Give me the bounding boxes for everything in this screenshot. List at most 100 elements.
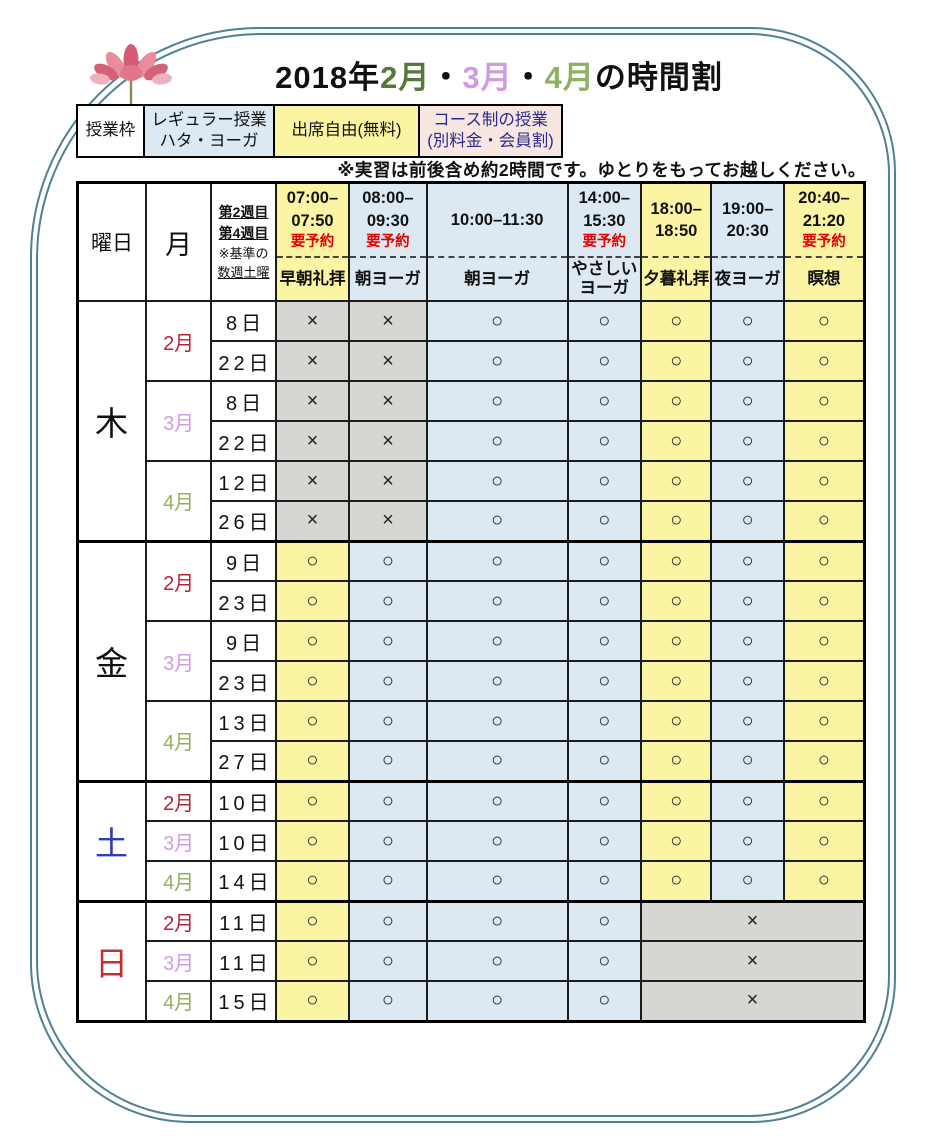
slot-open-cell: ○ (274, 860, 351, 902)
slot-closed-cell: × (348, 420, 428, 462)
day-cell: 木 (76, 300, 147, 542)
timeslot-wrap: 18:00– 18:50 夕暮礼拝 (642, 184, 711, 300)
decorative-frame (30, 27, 896, 1123)
slot-open-cell: ○ (425, 820, 569, 862)
slot-open-cell: ○ (782, 580, 866, 622)
month-cell: 3月 (144, 820, 213, 862)
month-cell: 2月 (144, 779, 213, 822)
slot-open-cell: ○ (710, 340, 785, 382)
timeslot-time: 07:00– 07:50 要予約 (277, 184, 348, 256)
slot-open-cell: ○ (348, 620, 428, 662)
slot-open-cell: ○ (274, 580, 351, 622)
slot-open-cell: ○ (348, 899, 428, 942)
date-cell: 12日 (210, 460, 277, 502)
date-cell: 23日 (210, 580, 277, 622)
date-cell: 26日 (210, 500, 277, 542)
date-cell: 10日 (210, 779, 277, 822)
timeslot-time: 10:00–11:30 (450, 210, 544, 229)
slot-closed-cell: × (348, 380, 428, 422)
week-note-line: ※基準の (218, 245, 269, 261)
slot-open-cell: ○ (425, 980, 569, 1022)
month-cell: 2月 (144, 899, 213, 942)
date-cell: 9日 (210, 620, 277, 662)
date-cell: 14日 (210, 860, 277, 902)
timeslot-name: 夜ヨーガ (712, 256, 783, 300)
month-cell: 3月 (144, 380, 213, 462)
date-cell: 11日 (210, 940, 277, 982)
slot-open-cell: ○ (640, 539, 713, 582)
date-cell: 8日 (210, 300, 277, 342)
legend-item: コース制の授業 (別料金・会員割) (420, 106, 561, 156)
title-part: 4月 (544, 60, 595, 95)
slot-open-cell: ○ (425, 300, 569, 342)
slot-open-cell: ○ (782, 300, 866, 342)
header-week-note: 第2週目 第4週目 ※基準の 数週土曜 (210, 181, 277, 302)
slot-open-cell: ○ (566, 380, 643, 422)
date-cell: 11日 (210, 899, 277, 942)
slot-open-cell: ○ (640, 779, 713, 822)
slot-open-cell: ○ (425, 539, 569, 582)
slot-open-cell: ○ (425, 899, 569, 942)
slot-closed-cell: × (274, 340, 351, 382)
slot-open-cell: ○ (425, 740, 569, 782)
slot-open-cell: ○ (782, 340, 866, 382)
schedule-body: 木 2月 8日 × × ○ ○ ○ ○ ○ 22日 × × ○ ○ ○ ○ ○ 3月 8日 × × ○ ○ ○ ○ ○ 22日 × × ○ ○… (76, 300, 866, 1022)
slot-open-cell: ○ (274, 620, 351, 662)
month-cell: 4月 (144, 460, 213, 542)
header-day: 曜日 (76, 181, 147, 302)
slot-open-cell: ○ (348, 539, 428, 582)
header-timeslot: 10:00–11:30 朝ヨーガ (425, 181, 569, 302)
timeslot-name: やさしい ヨーガ (568, 256, 641, 300)
slot-open-cell: ○ (640, 500, 713, 542)
slot-closed-cell: × (274, 380, 351, 422)
slot-open-cell: ○ (348, 820, 428, 862)
slot-open-cell: ○ (566, 700, 643, 742)
week-note-line: 第4週目 (218, 224, 269, 241)
slot-open-cell: ○ (710, 779, 785, 822)
slot-open-cell: ○ (425, 340, 569, 382)
header-month: 月 (144, 181, 213, 302)
title-part: の時間割 (594, 60, 723, 95)
slot-closed-cell: × (348, 460, 428, 502)
slot-open-cell: ○ (566, 460, 643, 502)
slot-open-cell: ○ (425, 620, 569, 662)
timeslot-wrap: 20:40– 21:20 要予約 瞑想 (784, 184, 863, 300)
date-cell: 13日 (210, 700, 277, 742)
timeslot-time: 19:00– 20:30 (721, 199, 774, 240)
slot-open-cell: ○ (640, 860, 713, 902)
slot-open-cell: ○ (782, 500, 866, 542)
slot-open-cell: ○ (566, 620, 643, 662)
timeslot-time: 18:00– 18:50 (650, 199, 702, 240)
slot-open-cell: ○ (425, 500, 569, 542)
slot-closed-merged-cell: × (640, 980, 866, 1022)
slot-open-cell: ○ (425, 460, 569, 502)
slot-open-cell: ○ (566, 779, 643, 822)
slot-open-cell: ○ (348, 860, 428, 902)
timeslot-wrap: 07:00– 07:50 要予約 早朝礼拝 (276, 184, 349, 300)
slot-open-cell: ○ (782, 620, 866, 662)
legend-label: 授業枠 (78, 106, 145, 156)
slot-open-cell: ○ (566, 580, 643, 622)
week-note-line: 第2週目 (218, 203, 269, 220)
slot-open-cell: ○ (348, 580, 428, 622)
slot-open-cell: ○ (425, 700, 569, 742)
slot-open-cell: ○ (274, 779, 351, 822)
timeslot-name: 夕暮礼拝 (642, 256, 711, 300)
slot-open-cell: ○ (425, 380, 569, 422)
slot-open-cell: ○ (710, 500, 785, 542)
title-part: ・ (430, 60, 463, 95)
slot-open-cell: ○ (782, 860, 866, 902)
slot-open-cell: ○ (566, 340, 643, 382)
month-cell: 3月 (144, 940, 213, 982)
date-cell: 27日 (210, 740, 277, 782)
timeslot-wrap: 14:00– 15:30 要予約 やさしい ヨーガ (568, 184, 641, 300)
slot-open-cell: ○ (566, 740, 643, 782)
timeslot-name: 早朝礼拝 (276, 256, 349, 300)
slot-open-cell: ○ (710, 700, 785, 742)
reserve-required-label: 要予約 (582, 233, 627, 250)
timeslot-wrap: 19:00– 20:30 夜ヨーガ (712, 184, 783, 300)
slot-open-cell: ○ (348, 660, 428, 702)
slot-open-cell: ○ (566, 820, 643, 862)
slot-open-cell: ○ (566, 500, 643, 542)
